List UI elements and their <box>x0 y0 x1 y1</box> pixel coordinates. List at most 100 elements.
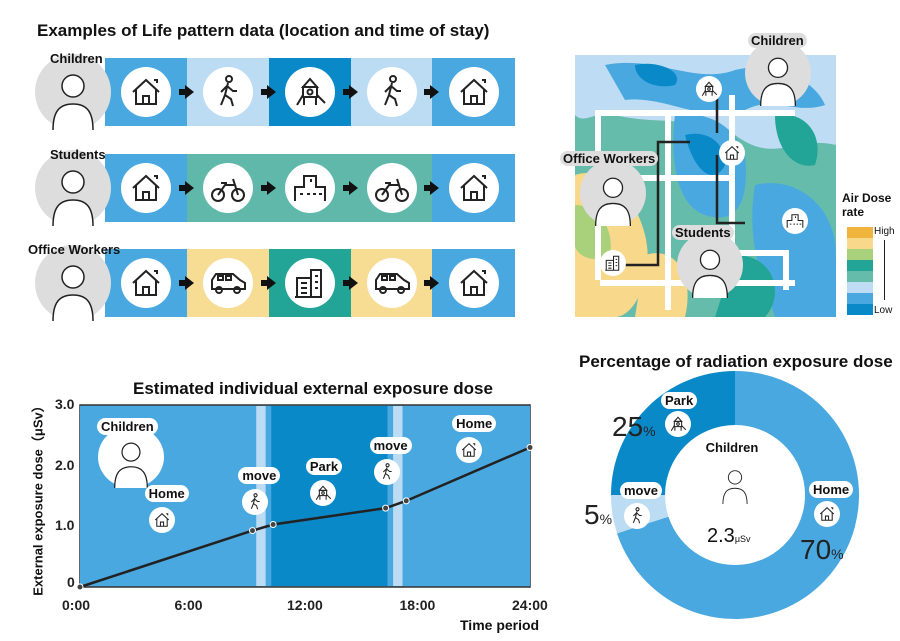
data-point <box>269 521 277 529</box>
playground-icon <box>285 67 335 117</box>
map-label-students: Students <box>672 225 734 240</box>
life-pattern-title: Examples of Life pattern data (location … <box>37 21 490 40</box>
arrow-right-icon <box>424 276 439 290</box>
data-point <box>249 527 256 535</box>
slice-label: Home <box>809 481 854 498</box>
arrow-right-icon <box>179 276 194 290</box>
arrow-right-icon <box>424 85 439 99</box>
donut-chart-title: Percentage of radiation exposure dose <box>579 352 893 371</box>
school-icon <box>285 163 335 213</box>
line-chart <box>76 404 534 591</box>
student-avatar <box>677 232 743 298</box>
map-label-office-workers: Office Workers <box>560 151 659 166</box>
timeline-segment <box>105 154 187 222</box>
children-avatar <box>710 458 760 504</box>
timeline-segment <box>179 249 269 317</box>
legend-low: Low <box>874 305 893 316</box>
office-building-icon <box>600 250 626 276</box>
timeline-segment <box>343 58 432 126</box>
data-point <box>402 497 410 505</box>
timeline-segment <box>343 154 432 222</box>
timeline-segment <box>105 58 187 126</box>
house-icon <box>719 140 745 166</box>
avatar <box>35 245 111 321</box>
car-icon <box>203 258 253 308</box>
legend-title: Air Dose rate <box>842 191 892 219</box>
house-icon <box>121 67 171 117</box>
period-band <box>402 406 530 586</box>
period-band <box>393 406 403 586</box>
legend-high: High <box>874 226 895 237</box>
data-point <box>382 504 390 512</box>
legend-scale <box>847 227 873 315</box>
chart-annotation: Children <box>97 418 158 435</box>
timeline-segment <box>105 249 187 317</box>
x-tick: 12:00 <box>287 597 323 613</box>
row-label: Students <box>50 147 106 162</box>
y-axis-label: External exposure dose（μSv） <box>30 399 46 596</box>
slice-percent: 25% <box>612 411 656 442</box>
legend-swatch <box>847 249 873 260</box>
legend-swatch <box>847 304 873 315</box>
legend-swatch <box>847 260 873 271</box>
slice-percent: 5% <box>584 499 613 530</box>
avatar <box>35 54 111 130</box>
timeline-segment <box>424 58 515 126</box>
office-building-icon <box>285 258 335 308</box>
avatar <box>35 150 111 226</box>
legend-swatch <box>847 271 873 282</box>
arrow-right-icon <box>424 181 439 195</box>
office-worker-avatar <box>580 160 646 226</box>
dose-line <box>79 446 531 589</box>
period-label: Park <box>305 457 343 475</box>
bicycle-icon <box>366 163 417 213</box>
timeline-segment <box>261 58 351 126</box>
timeline-segment <box>179 154 269 222</box>
arrow-right-icon <box>261 276 276 290</box>
arrow-right-icon <box>343 276 358 290</box>
row-label: Children <box>50 51 103 66</box>
walking-icon <box>203 67 253 117</box>
bicycle-icon <box>203 163 253 213</box>
x-tick: 6:00 <box>174 597 203 613</box>
walking-icon <box>624 503 650 529</box>
data-point <box>76 583 84 591</box>
legend-swatch <box>847 282 873 293</box>
line-chart-title: Estimated individual external exposure d… <box>133 379 493 398</box>
data-point <box>526 443 534 451</box>
timeline-segment <box>261 249 351 317</box>
house-icon <box>448 258 499 308</box>
timeline-segment <box>424 154 515 222</box>
donut-center-label: Children <box>705 440 759 455</box>
period-label: move <box>238 466 281 484</box>
house-icon <box>448 67 499 117</box>
y-tick: 1.0 <box>55 517 75 534</box>
donut-slice-home <box>617 371 859 619</box>
house-icon <box>448 163 499 213</box>
house-icon <box>456 437 483 464</box>
period-label: Home <box>452 415 497 433</box>
timeline-segment <box>343 249 432 317</box>
y-tick: 3.0 <box>55 396 75 412</box>
playground-icon <box>696 76 722 102</box>
arrow-right-icon <box>343 181 358 195</box>
timeline-segment <box>424 249 515 317</box>
slice-percent: 70% <box>800 534 844 565</box>
playground-icon <box>665 411 691 437</box>
y-tick: 2.0 <box>55 456 75 473</box>
house-icon <box>148 507 175 534</box>
arrow-right-icon <box>261 181 276 195</box>
house-icon <box>814 501 840 527</box>
arrow-right-icon <box>179 85 194 99</box>
row-label: Office Workers <box>28 242 121 257</box>
slice-label: move <box>620 482 662 499</box>
legend-swatch <box>847 238 873 249</box>
timeline-segment <box>261 154 351 222</box>
house-icon <box>121 163 171 213</box>
house-icon <box>121 258 171 308</box>
slice-label: Park <box>661 392 698 409</box>
x-tick: 24:00 <box>512 597 548 613</box>
timeline-segment <box>179 58 269 126</box>
children-avatar <box>98 426 164 488</box>
walking-icon <box>242 488 269 515</box>
